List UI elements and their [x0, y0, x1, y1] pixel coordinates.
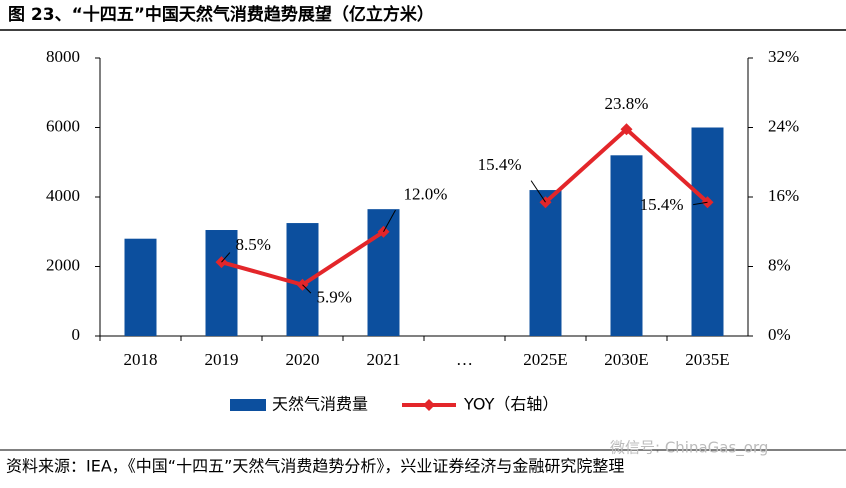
leader-line: [693, 201, 708, 206]
x-tick-label: …: [456, 350, 473, 369]
value-label: 23.8%: [605, 94, 649, 113]
legend-label: YOY（右轴）: [463, 395, 558, 414]
leader-line: [383, 209, 396, 232]
y-tick-label: 6000: [46, 116, 80, 135]
bar: [124, 238, 157, 336]
x-tick-label: 2025E: [523, 350, 567, 369]
source-note: 资料来源：IEA，《中国“十四五”天然气消费趋势分析》，兴业证券经济与金融研究院…: [6, 457, 624, 476]
value-label: 5.9%: [317, 288, 352, 307]
leader-line: [221, 252, 231, 263]
x-tick-label: 2018: [124, 350, 158, 369]
x-tick-label: 2020: [286, 350, 320, 369]
legend-marker: [423, 399, 435, 411]
bar: [205, 230, 238, 336]
value-label: 12.0%: [404, 185, 448, 204]
chart-title: 图 23、“十四五”中国天然气消费趋势展望（亿立方米）: [8, 4, 434, 25]
watermark: 微信号: ChinaGas_org: [610, 439, 768, 458]
x-tick-label: 2030E: [604, 350, 648, 369]
value-label: 15.4%: [640, 195, 684, 214]
marker: [620, 123, 633, 136]
value-label: 8.5%: [236, 235, 271, 254]
legend-swatch: [230, 399, 266, 411]
bar: [691, 127, 724, 336]
bar: [529, 190, 562, 336]
leader-line: [302, 284, 312, 294]
y2-tick-label: 16%: [768, 186, 799, 205]
y-tick-label: 8000: [46, 47, 80, 66]
y2-tick-label: 0%: [768, 325, 791, 344]
y-tick-label: 4000: [46, 186, 80, 205]
y2-tick-label: 8%: [768, 255, 791, 274]
y-tick-label: 2000: [46, 255, 80, 274]
y2-tick-label: 24%: [768, 116, 799, 135]
value-label: 15.4%: [478, 155, 522, 174]
leader-line: [530, 180, 546, 203]
x-tick-label: 2035E: [685, 350, 729, 369]
bar: [610, 155, 643, 336]
y-tick-label: 0: [72, 325, 81, 344]
legend-label: 天然气消费量: [272, 395, 368, 414]
y2-tick-label: 32%: [768, 47, 799, 66]
x-tick-label: 2019: [205, 350, 239, 369]
x-tick-label: 2021: [367, 350, 401, 369]
